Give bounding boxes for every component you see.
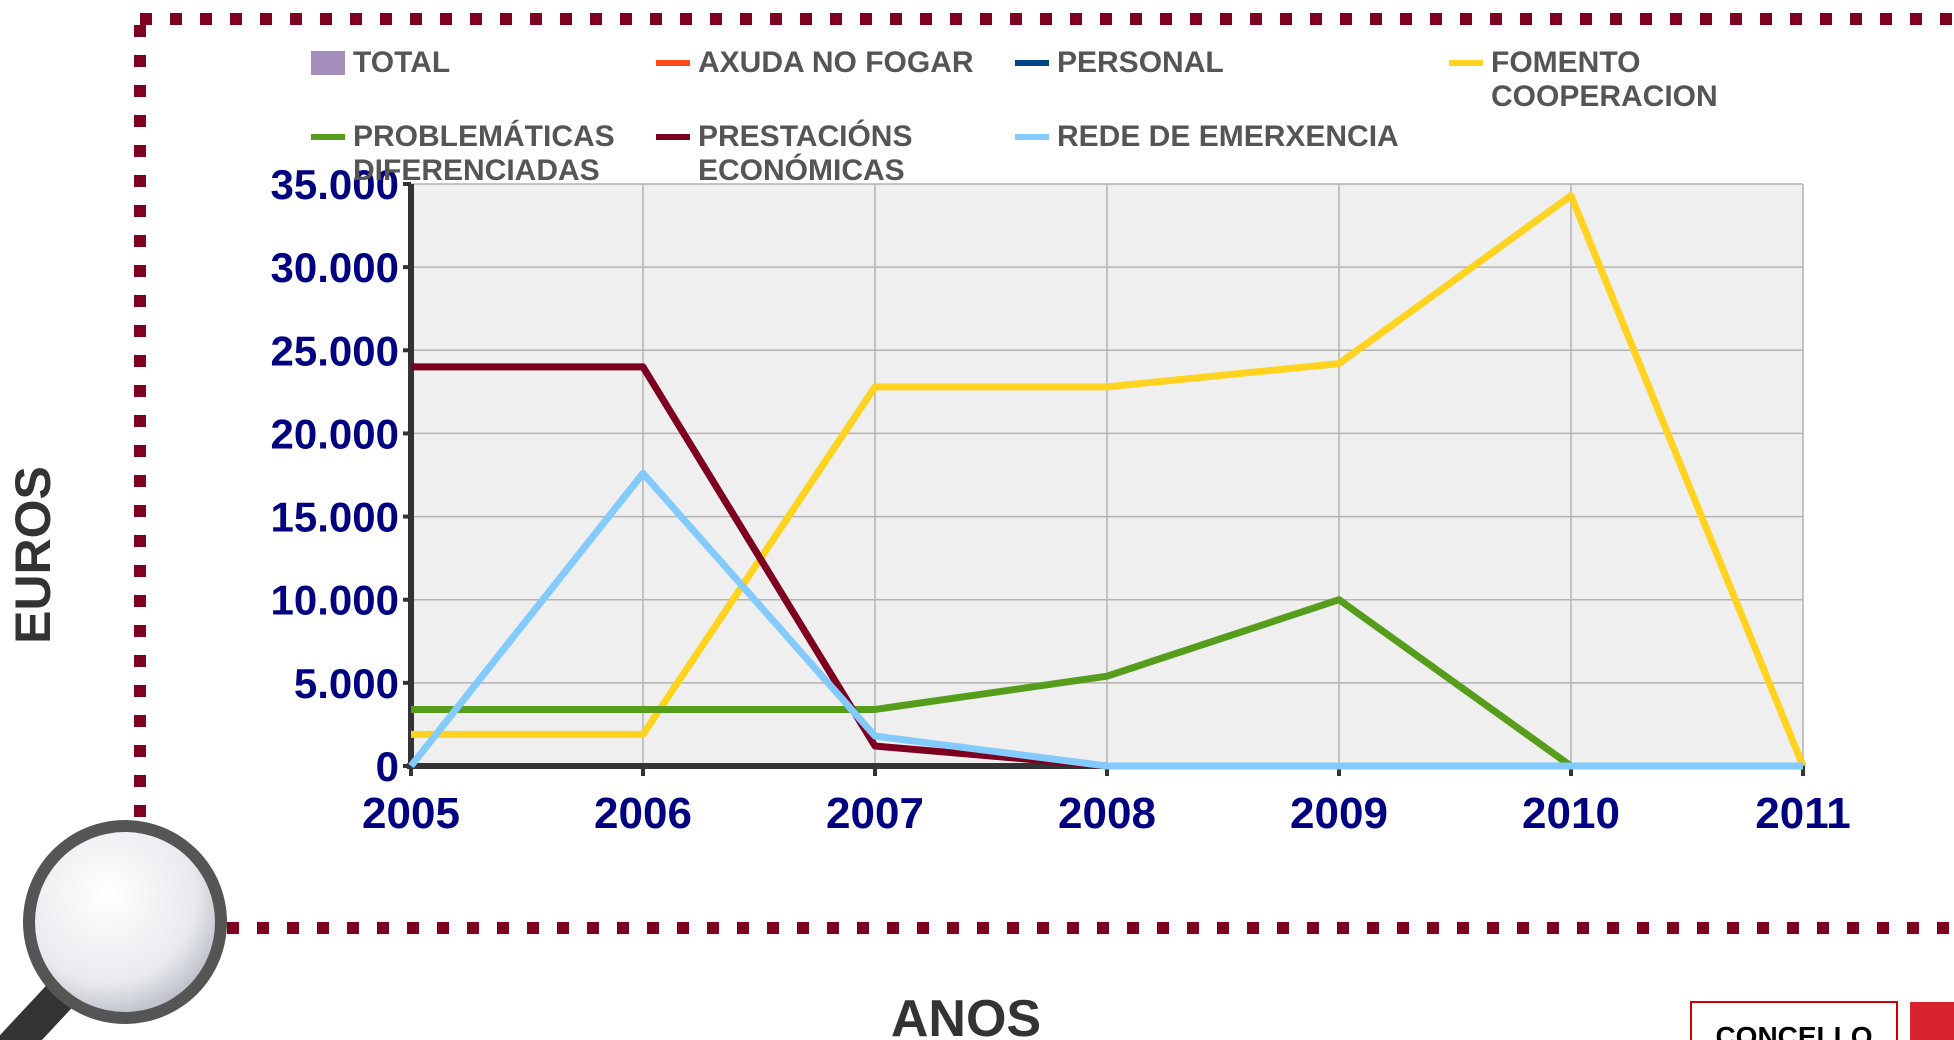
y-tick-label: 5.000 [294,660,399,707]
legend-label: REDE DE EMERXENCIA [1057,120,1399,153]
legend-label: PERSONAL [1057,46,1224,79]
legend-swatch [656,60,690,66]
x-tick-label: 2005 [362,789,460,838]
y-tick-label: 0 [376,743,399,790]
legend-label: AXUDA NO FOGAR [698,46,974,79]
logo-text: CONCELLO [1715,1021,1872,1040]
y-tick-label: 20.000 [271,410,399,457]
data-line [411,192,1807,768]
legend-swatch [311,51,345,75]
x-tick-label: 2008 [1058,789,1156,838]
legend-swatch [311,134,345,140]
y-tick-label: 35.000 [271,161,399,208]
data-line [408,469,1803,770]
y-tick-label: 15.000 [271,494,399,541]
logo-box [1690,1001,1898,1040]
x-tick-label: 2010 [1522,789,1620,838]
x-tick-label: 2006 [594,789,692,838]
legend-swatch [1015,60,1049,66]
legend-swatch [1015,134,1049,140]
logo-emblem [1910,1002,1954,1040]
legend-label: TOTAL [353,46,451,79]
y-tick-label: 30.000 [271,244,399,291]
y-tick-label: 10.000 [271,577,399,624]
x-tick-label: 2011 [1755,789,1850,838]
y-axis-label: EUROS [5,466,61,644]
legend-label: PROBLEMÁTICAS DIFERENCIADAS [353,120,615,187]
x-tick-label: 2007 [826,789,924,838]
legend-label: FOMENTO COOPERACION [1491,46,1718,113]
legend-swatch [1449,60,1483,66]
magnifier [0,820,227,1040]
legend-label: PRESTACIÓNS ECONÓMICAS [698,120,913,187]
x-tick-label: 2009 [1290,789,1388,838]
legend-swatch [656,134,690,140]
y-tick-label: 25.000 [271,327,399,374]
x-axis-label: ANOS [891,990,1041,1040]
